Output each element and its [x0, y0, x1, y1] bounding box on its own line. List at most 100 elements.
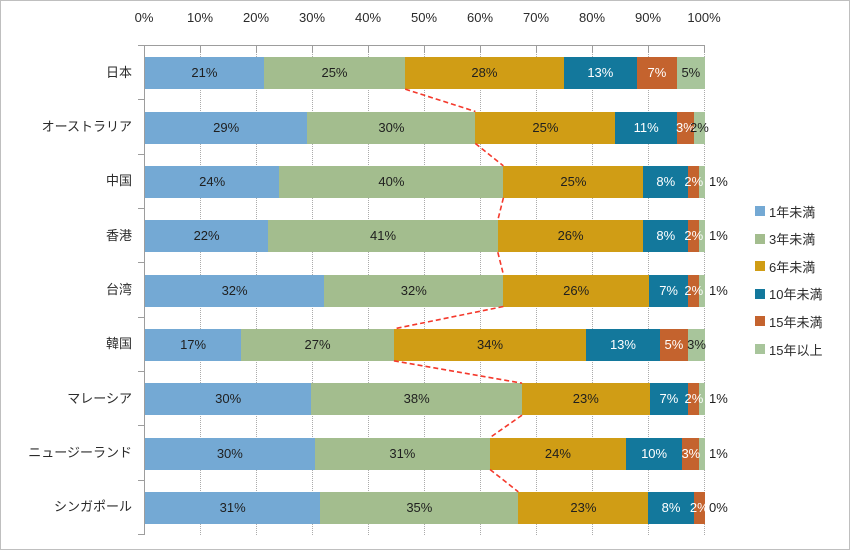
bar-segment: [490, 437, 626, 470]
category-axis-tick: [138, 208, 144, 209]
bar-segment: [688, 383, 700, 416]
connector-line-segment: [497, 251, 505, 275]
bar-segment: [693, 491, 705, 524]
legend-swatch: [755, 344, 765, 354]
bar-segment: [145, 491, 321, 524]
category-label: 中国: [105, 173, 132, 189]
legend-label: 10年未満: [769, 287, 823, 303]
x-axis-tick: [592, 46, 593, 53]
bar-row: 17% 27% 34% 13% 5% 3%: [145, 328, 706, 361]
bar-segment: [145, 274, 325, 307]
bar-segment-label: 5%: [664, 336, 684, 352]
bar-segment: [145, 383, 312, 416]
bar-segment: [649, 383, 689, 416]
bar-segment: [643, 220, 689, 253]
x-axis-tick: [200, 46, 201, 53]
x-tick-label: 60%: [466, 10, 494, 25]
bar-segment-label: 1%: [709, 391, 728, 407]
bar-segment-label: 17%: [180, 336, 207, 352]
category-axis-tick: [138, 99, 144, 101]
bar-segment: [699, 220, 705, 253]
x-axis-tick: [424, 46, 425, 53]
bar-segment-label: 1%: [709, 282, 728, 298]
category-axis-tick: [138, 425, 144, 427]
bar-segment-label: 24%: [544, 445, 571, 461]
bar-segment-label: 2%: [689, 499, 709, 515]
legend-label: 1年未満: [769, 204, 816, 220]
category-axis-tick: [138, 479, 144, 481]
x-tick-label: 10%: [186, 10, 214, 25]
bar-segment-label: 29%: [213, 119, 240, 135]
bar-segment: [279, 165, 504, 198]
bar-segment: [475, 111, 616, 144]
category-axis-tick: [138, 45, 144, 46]
bar-segment-label: 25%: [560, 173, 587, 189]
bar-segment-label: 2%: [684, 282, 704, 298]
bar-segment-label: 34%: [477, 336, 504, 352]
bar-segment: [241, 328, 394, 361]
bar-segment: [263, 57, 406, 90]
category-label: 韓国: [105, 336, 132, 352]
plot-area: 21% 25% 28% 13% 7% 5% 29% 30% 25% 11% 3% 2% 24% 40% 25…: [144, 45, 728, 535]
category-label: 香港: [105, 227, 132, 243]
legend-swatch: [755, 288, 765, 299]
x-axis-tick: [256, 46, 257, 53]
bar-segment-label: 8%: [656, 173, 676, 189]
bar-segment-label: 40%: [378, 173, 405, 189]
x-tick-label: 100%: [687, 10, 721, 25]
x-axis-tick: [312, 46, 313, 53]
bar-segment: [145, 111, 308, 144]
bar-segment: [693, 111, 705, 144]
bar-segment-label: 27%: [304, 336, 331, 352]
bar-segment-label: 32%: [400, 282, 427, 298]
bar-segment: [405, 57, 564, 90]
bar-segment: [625, 437, 683, 470]
bar-segment: [145, 57, 264, 90]
x-axis-tick: [704, 46, 705, 53]
bar-segment-label: 2%: [684, 391, 704, 407]
legend-item: 10年未満: [755, 280, 822, 308]
bar-row: 29% 30% 25% 11% 3% 2%: [145, 111, 709, 144]
bar-segment: [682, 437, 700, 470]
bar-segment: [503, 274, 649, 307]
bar-row: 30% 31% 24% 10% 3% 1%: [145, 437, 728, 470]
connector-line-segment: [497, 197, 505, 221]
legend-label: 15年以上: [769, 342, 823, 358]
bar-segment: [311, 383, 523, 416]
legend-label: 15年未満: [769, 314, 823, 330]
bar-segment: [320, 491, 519, 524]
legend-item: 3年未満: [755, 225, 815, 253]
connector-line-segment: [489, 468, 519, 493]
bar-segment-label: 32%: [221, 282, 248, 298]
category-label: 日本: [105, 64, 132, 80]
bar-segment: [563, 57, 638, 90]
bar-segment: [699, 165, 705, 198]
legend-swatch: [755, 316, 765, 327]
bar-segment-label: 30%: [378, 119, 405, 135]
bar-segment-label: 1%: [709, 173, 728, 189]
x-axis-tick: [368, 46, 369, 53]
bar-segment-label: 3%: [687, 336, 706, 352]
category-axis-tick: [138, 371, 144, 372]
bar-segment-label: 1%: [709, 228, 728, 244]
connector-line-segment: [404, 88, 476, 113]
bar-segment: [699, 437, 705, 470]
bar-segment: [688, 165, 700, 198]
bar-segment-label: 1%: [709, 445, 728, 461]
bar-segment: [688, 274, 700, 307]
bar-row: 22% 41% 26% 8% 2% 1%: [145, 220, 728, 253]
bar-segment-label: 2%: [684, 173, 704, 189]
bar-segment-label: 30%: [215, 391, 242, 407]
bar-segment: [637, 57, 677, 90]
bar-segment-label: 10%: [641, 445, 668, 461]
bar-segment: [522, 383, 650, 416]
bar-segment-label: 23%: [570, 499, 597, 515]
bar-segment: [518, 491, 649, 524]
bar-segment: [145, 220, 269, 253]
bar-segment-label: 5%: [681, 65, 701, 81]
legend-item: 6年未満: [755, 252, 815, 280]
connector-line-segment: [393, 305, 504, 330]
bar-row: 32% 32% 26% 7% 2% 1%: [145, 274, 728, 307]
bar-segment: [586, 328, 660, 361]
